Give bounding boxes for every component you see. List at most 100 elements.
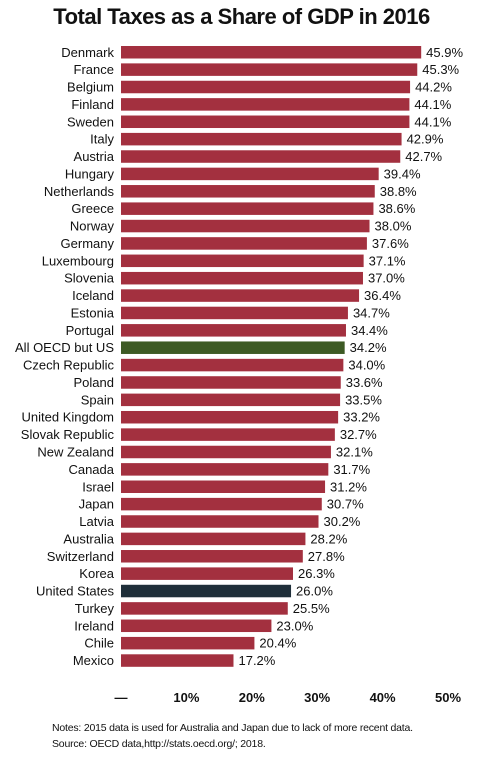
- category-label: Switzerland: [47, 549, 114, 564]
- category-label: United Kingdom: [22, 410, 115, 425]
- chart-source: Source: OECD data,http://stats.oecd.org/…: [52, 738, 266, 750]
- data-label: 25.5%: [293, 601, 330, 616]
- bar: [121, 410, 339, 424]
- category-label: Australia: [63, 531, 114, 546]
- bar: [121, 497, 322, 511]
- category-label: Spain: [81, 392, 114, 407]
- data-label: 37.0%: [368, 271, 405, 286]
- category-label: Ireland: [74, 618, 114, 633]
- data-label: 33.2%: [343, 410, 380, 425]
- category-label: Belgium: [67, 80, 114, 95]
- chart-title: Total Taxes as a Share of GDP in 2016: [53, 4, 430, 29]
- bar: [121, 358, 344, 372]
- category-label: Norway: [70, 219, 115, 234]
- bar: [121, 271, 363, 285]
- bar: [121, 289, 360, 302]
- bar: [121, 324, 346, 337]
- bar: [121, 185, 375, 198]
- category-label: Japan: [79, 497, 114, 512]
- bar: [121, 63, 418, 76]
- bar: [121, 376, 341, 389]
- bar: [121, 654, 234, 667]
- data-label: 36.4%: [364, 288, 401, 303]
- data-label: 38.8%: [380, 184, 417, 199]
- bar: [121, 150, 401, 163]
- category-label: France: [74, 62, 114, 77]
- bar: [121, 619, 272, 633]
- bar: [121, 428, 335, 441]
- data-label: 34.4%: [351, 323, 388, 338]
- bar: [121, 550, 303, 563]
- bar: [121, 480, 326, 493]
- category-label: Korea: [79, 566, 114, 581]
- category-label: Finland: [71, 97, 114, 112]
- bar: [121, 445, 331, 459]
- bar: [121, 80, 411, 94]
- data-label: 17.2%: [238, 653, 275, 668]
- category-label: All OECD but US: [15, 340, 114, 355]
- data-label: 39.4%: [384, 166, 421, 181]
- bar: [121, 46, 422, 59]
- data-label: 45.9%: [426, 45, 463, 60]
- data-label: 37.1%: [369, 253, 406, 268]
- data-label: 33.6%: [346, 375, 383, 390]
- bar: [121, 341, 345, 354]
- data-label: 38.6%: [378, 201, 415, 216]
- x-tick-label: 50%: [435, 690, 461, 705]
- category-label: Hungary: [65, 166, 115, 181]
- bar: [121, 602, 288, 615]
- bar: [121, 254, 364, 268]
- category-label: Slovak Republic: [21, 427, 115, 442]
- bar: [121, 219, 370, 233]
- data-label: 32.7%: [340, 427, 377, 442]
- category-label: Portugal: [66, 323, 115, 338]
- bar: [121, 393, 341, 407]
- bar: [121, 115, 410, 129]
- bar: [121, 567, 294, 580]
- data-label: 28.2%: [310, 531, 347, 546]
- category-label: Israel: [82, 479, 114, 494]
- category-label: Latvia: [79, 514, 114, 529]
- bar: [121, 584, 292, 598]
- category-label: Greece: [71, 201, 114, 216]
- x-tick-label: 40%: [370, 690, 396, 705]
- x-tick-label: 10%: [173, 690, 199, 705]
- data-label: 31.2%: [330, 479, 367, 494]
- category-label: Sweden: [67, 114, 114, 129]
- bar: [121, 237, 367, 250]
- category-label: Italy: [90, 132, 114, 147]
- bar: [121, 167, 379, 181]
- data-label: 26.3%: [298, 566, 335, 581]
- data-label: 34.2%: [350, 340, 387, 355]
- x-tick-label: —: [115, 690, 128, 705]
- data-label: 42.7%: [405, 149, 442, 164]
- bar: [121, 532, 306, 546]
- category-label: Iceland: [72, 288, 114, 303]
- data-label: 26.0%: [296, 584, 333, 599]
- bar: [121, 636, 255, 650]
- category-label: Netherlands: [44, 184, 115, 199]
- data-label: 27.8%: [308, 549, 345, 564]
- data-label: 34.0%: [348, 358, 385, 373]
- category-label: New Zealand: [37, 444, 114, 459]
- category-label: Denmark: [61, 45, 114, 60]
- category-label: Chile: [84, 636, 114, 651]
- x-tick-label: 20%: [239, 690, 265, 705]
- bar: [121, 202, 374, 215]
- data-label: 37.6%: [372, 236, 409, 251]
- bar: [121, 515, 319, 528]
- data-label: 20.4%: [259, 636, 296, 651]
- data-label: 23.0%: [276, 618, 313, 633]
- category-label: Slovenia: [64, 271, 115, 286]
- category-label: Poland: [74, 375, 114, 390]
- data-label: 30.2%: [324, 514, 361, 529]
- data-label: 45.3%: [422, 62, 459, 77]
- data-label: 44.1%: [414, 114, 451, 129]
- category-label: Germany: [61, 236, 115, 251]
- category-label: Canada: [68, 462, 114, 477]
- data-label: 34.7%: [353, 305, 390, 320]
- category-label: Mexico: [73, 653, 114, 668]
- data-label: 38.0%: [375, 219, 412, 234]
- category-label: Estonia: [71, 305, 115, 320]
